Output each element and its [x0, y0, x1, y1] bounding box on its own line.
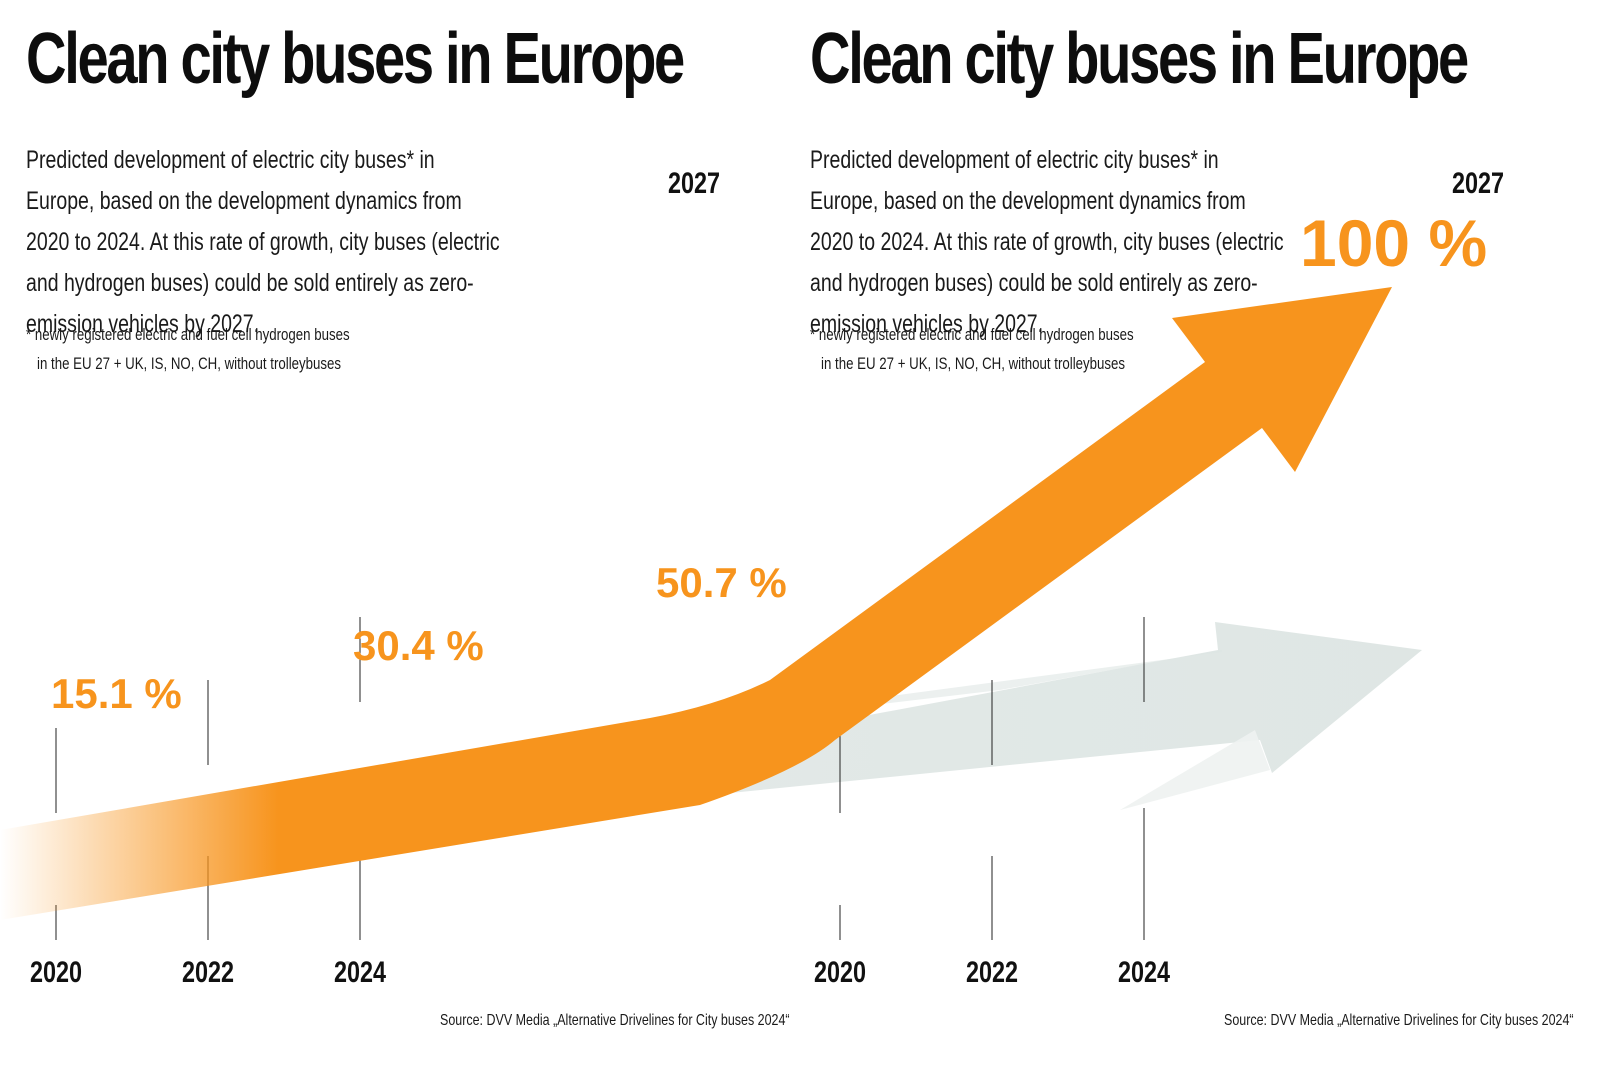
ghost-arrow-lower — [1120, 730, 1270, 810]
year-label-2022: 2022 — [966, 955, 1018, 988]
value-label-2027: 50.7 % — [656, 559, 787, 606]
left-title: Clean city buses in Europe — [26, 19, 685, 99]
year-label-2024: 2024 — [1118, 955, 1170, 988]
left-source: Source: DVV Media „Alternative Driveline… — [440, 1012, 790, 1029]
value-label-2024: 30.4 % — [353, 622, 484, 669]
right-description: Predicted development of electric city b… — [810, 146, 1284, 338]
right-source: Source: DVV Media „Alternative Driveline… — [1224, 1012, 1574, 1029]
growth-arrow — [0, 287, 1392, 920]
right-title: Clean city buses in Europe — [810, 19, 1469, 99]
value-label-2020: 15.1 % — [51, 670, 182, 717]
year-label-2020: 2020 — [30, 955, 82, 988]
left-footnote: * newly registered electric and fuel cel… — [26, 325, 350, 373]
left-description: Predicted development of electric city b… — [26, 146, 500, 338]
year-label-2020: 2020 — [814, 955, 866, 988]
year-label-2024: 2024 — [334, 955, 386, 988]
year-label-2022: 2022 — [182, 955, 234, 988]
right-footnote: * newly registered electric and fuel cel… — [810, 325, 1134, 373]
year-label-2027: 2027 — [668, 166, 720, 199]
year-label-2027: 2027 — [1452, 166, 1504, 199]
value-label-2027: 100 % — [1300, 206, 1487, 280]
